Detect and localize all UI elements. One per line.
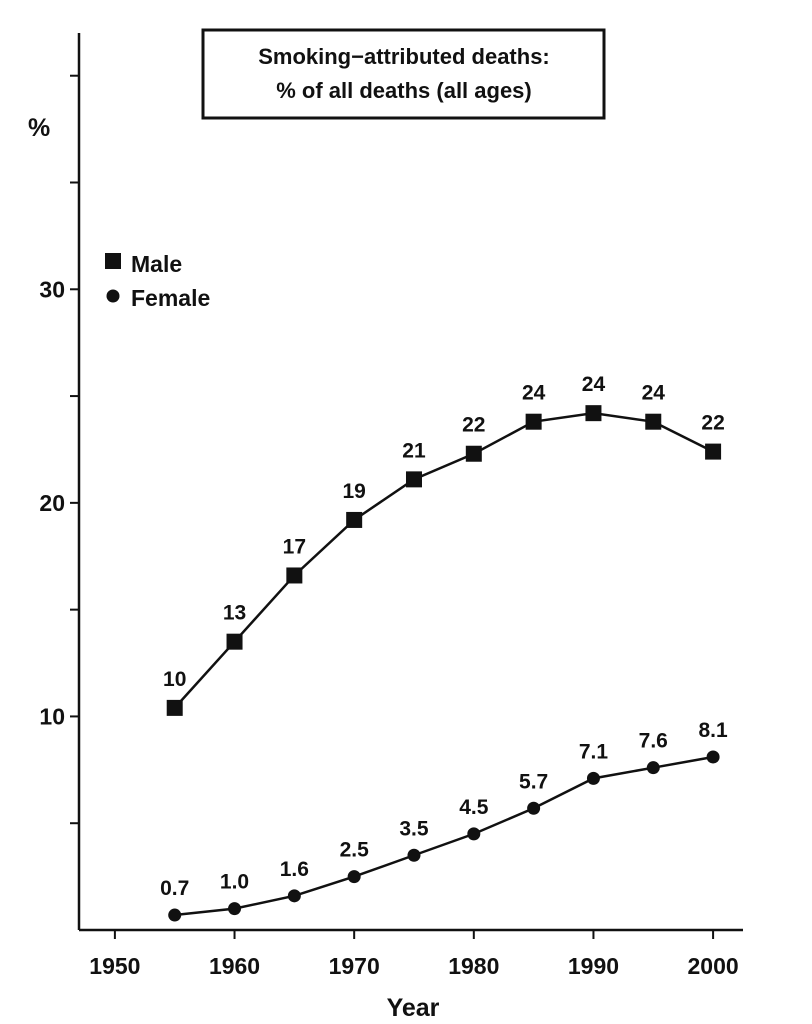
data-label-male-1970: 19 xyxy=(342,480,365,503)
x-tick-label-2000: 2000 xyxy=(688,953,739,979)
data-label-male-1960: 13 xyxy=(223,602,246,625)
series-female: 0.7 1.0 1.6 2.5 3.5 4.5 5.7 7.1 7.6 8.1 xyxy=(160,719,728,922)
data-label-male-1990: 24 xyxy=(582,373,606,396)
point-female-1955 xyxy=(168,908,182,922)
point-female-1970 xyxy=(347,870,361,884)
y-tick-label-10: 10 xyxy=(39,703,65,729)
data-label-male-1985: 24 xyxy=(522,382,546,405)
legend-label-female: Female xyxy=(131,285,210,311)
point-female-2000 xyxy=(706,750,720,764)
data-label-female-1955: 0.7 xyxy=(160,877,189,900)
data-label-female-1975: 3.5 xyxy=(399,817,429,840)
y-axis-title: % xyxy=(28,114,50,142)
legend-marker-male xyxy=(105,253,121,269)
point-female-1995 xyxy=(646,761,660,775)
data-label-female-1965: 1.6 xyxy=(280,858,309,881)
point-female-1985 xyxy=(527,801,541,815)
data-label-male-1955: 10 xyxy=(163,668,186,691)
data-label-male-1995: 24 xyxy=(642,382,666,405)
point-male-1965 xyxy=(286,567,303,584)
legend-label-male: Male xyxy=(131,251,182,277)
x-tick-label-1980: 1980 xyxy=(448,953,499,979)
axes: 10 20 30 1950 1960 1970 1980 1990 2000 xyxy=(39,33,743,979)
data-label-female-2000: 8.1 xyxy=(698,719,728,742)
data-label-female-1960: 1.0 xyxy=(220,871,249,894)
point-female-1965 xyxy=(287,889,301,903)
point-male-1985 xyxy=(525,413,542,430)
chart-title-line-1: Smoking−attributed deaths: xyxy=(258,44,550,69)
point-male-1995 xyxy=(645,413,662,430)
chart-title-box: Smoking−attributed deaths: % of all deat… xyxy=(201,28,606,120)
data-label-male-1965: 17 xyxy=(283,535,306,558)
point-male-1960 xyxy=(226,633,243,650)
y-tick-label-30: 30 xyxy=(39,276,65,302)
chart-title-line-2: % of all deaths (all ages) xyxy=(276,78,532,103)
point-female-1975 xyxy=(407,848,421,862)
x-tick-label-1990: 1990 xyxy=(568,953,619,979)
data-label-female-1995: 7.6 xyxy=(639,730,668,753)
data-label-female-1990: 7.1 xyxy=(579,740,609,763)
data-label-female-1970: 2.5 xyxy=(340,839,370,862)
data-label-male-1975: 21 xyxy=(402,439,426,462)
data-label-male-1980: 22 xyxy=(462,414,485,437)
series-layer: 10 13 17 19 21 22 24 24 24 22 0.7 1.0 1.6 2.5 3.5 4.5 5.… xyxy=(160,373,728,922)
point-male-1980 xyxy=(465,445,482,462)
point-male-1975 xyxy=(405,471,422,488)
point-female-1960 xyxy=(228,902,242,916)
x-axis-title: Year xyxy=(387,994,440,1022)
x-tick-label-1970: 1970 xyxy=(329,953,380,979)
series-line-female xyxy=(174,755,714,917)
point-female-1980 xyxy=(467,827,481,841)
x-tick-label-1950: 1950 xyxy=(89,953,140,979)
series-male: 10 13 17 19 21 22 24 24 24 22 xyxy=(163,373,725,716)
series-line-male xyxy=(173,411,714,709)
data-label-female-1980: 4.5 xyxy=(459,796,489,819)
point-male-1955 xyxy=(166,699,183,716)
y-tick-label-20: 20 xyxy=(39,490,65,516)
title-frame xyxy=(201,28,606,120)
point-female-1990 xyxy=(586,771,600,785)
point-male-2000 xyxy=(705,443,722,460)
x-tick-label-1960: 1960 xyxy=(209,953,260,979)
legend-marker-female xyxy=(106,289,120,303)
data-label-female-1985: 5.7 xyxy=(519,770,548,793)
point-male-1990 xyxy=(585,405,602,422)
point-male-1970 xyxy=(346,511,363,528)
data-label-male-2000: 22 xyxy=(701,412,724,435)
legend: Male Female xyxy=(105,251,210,311)
